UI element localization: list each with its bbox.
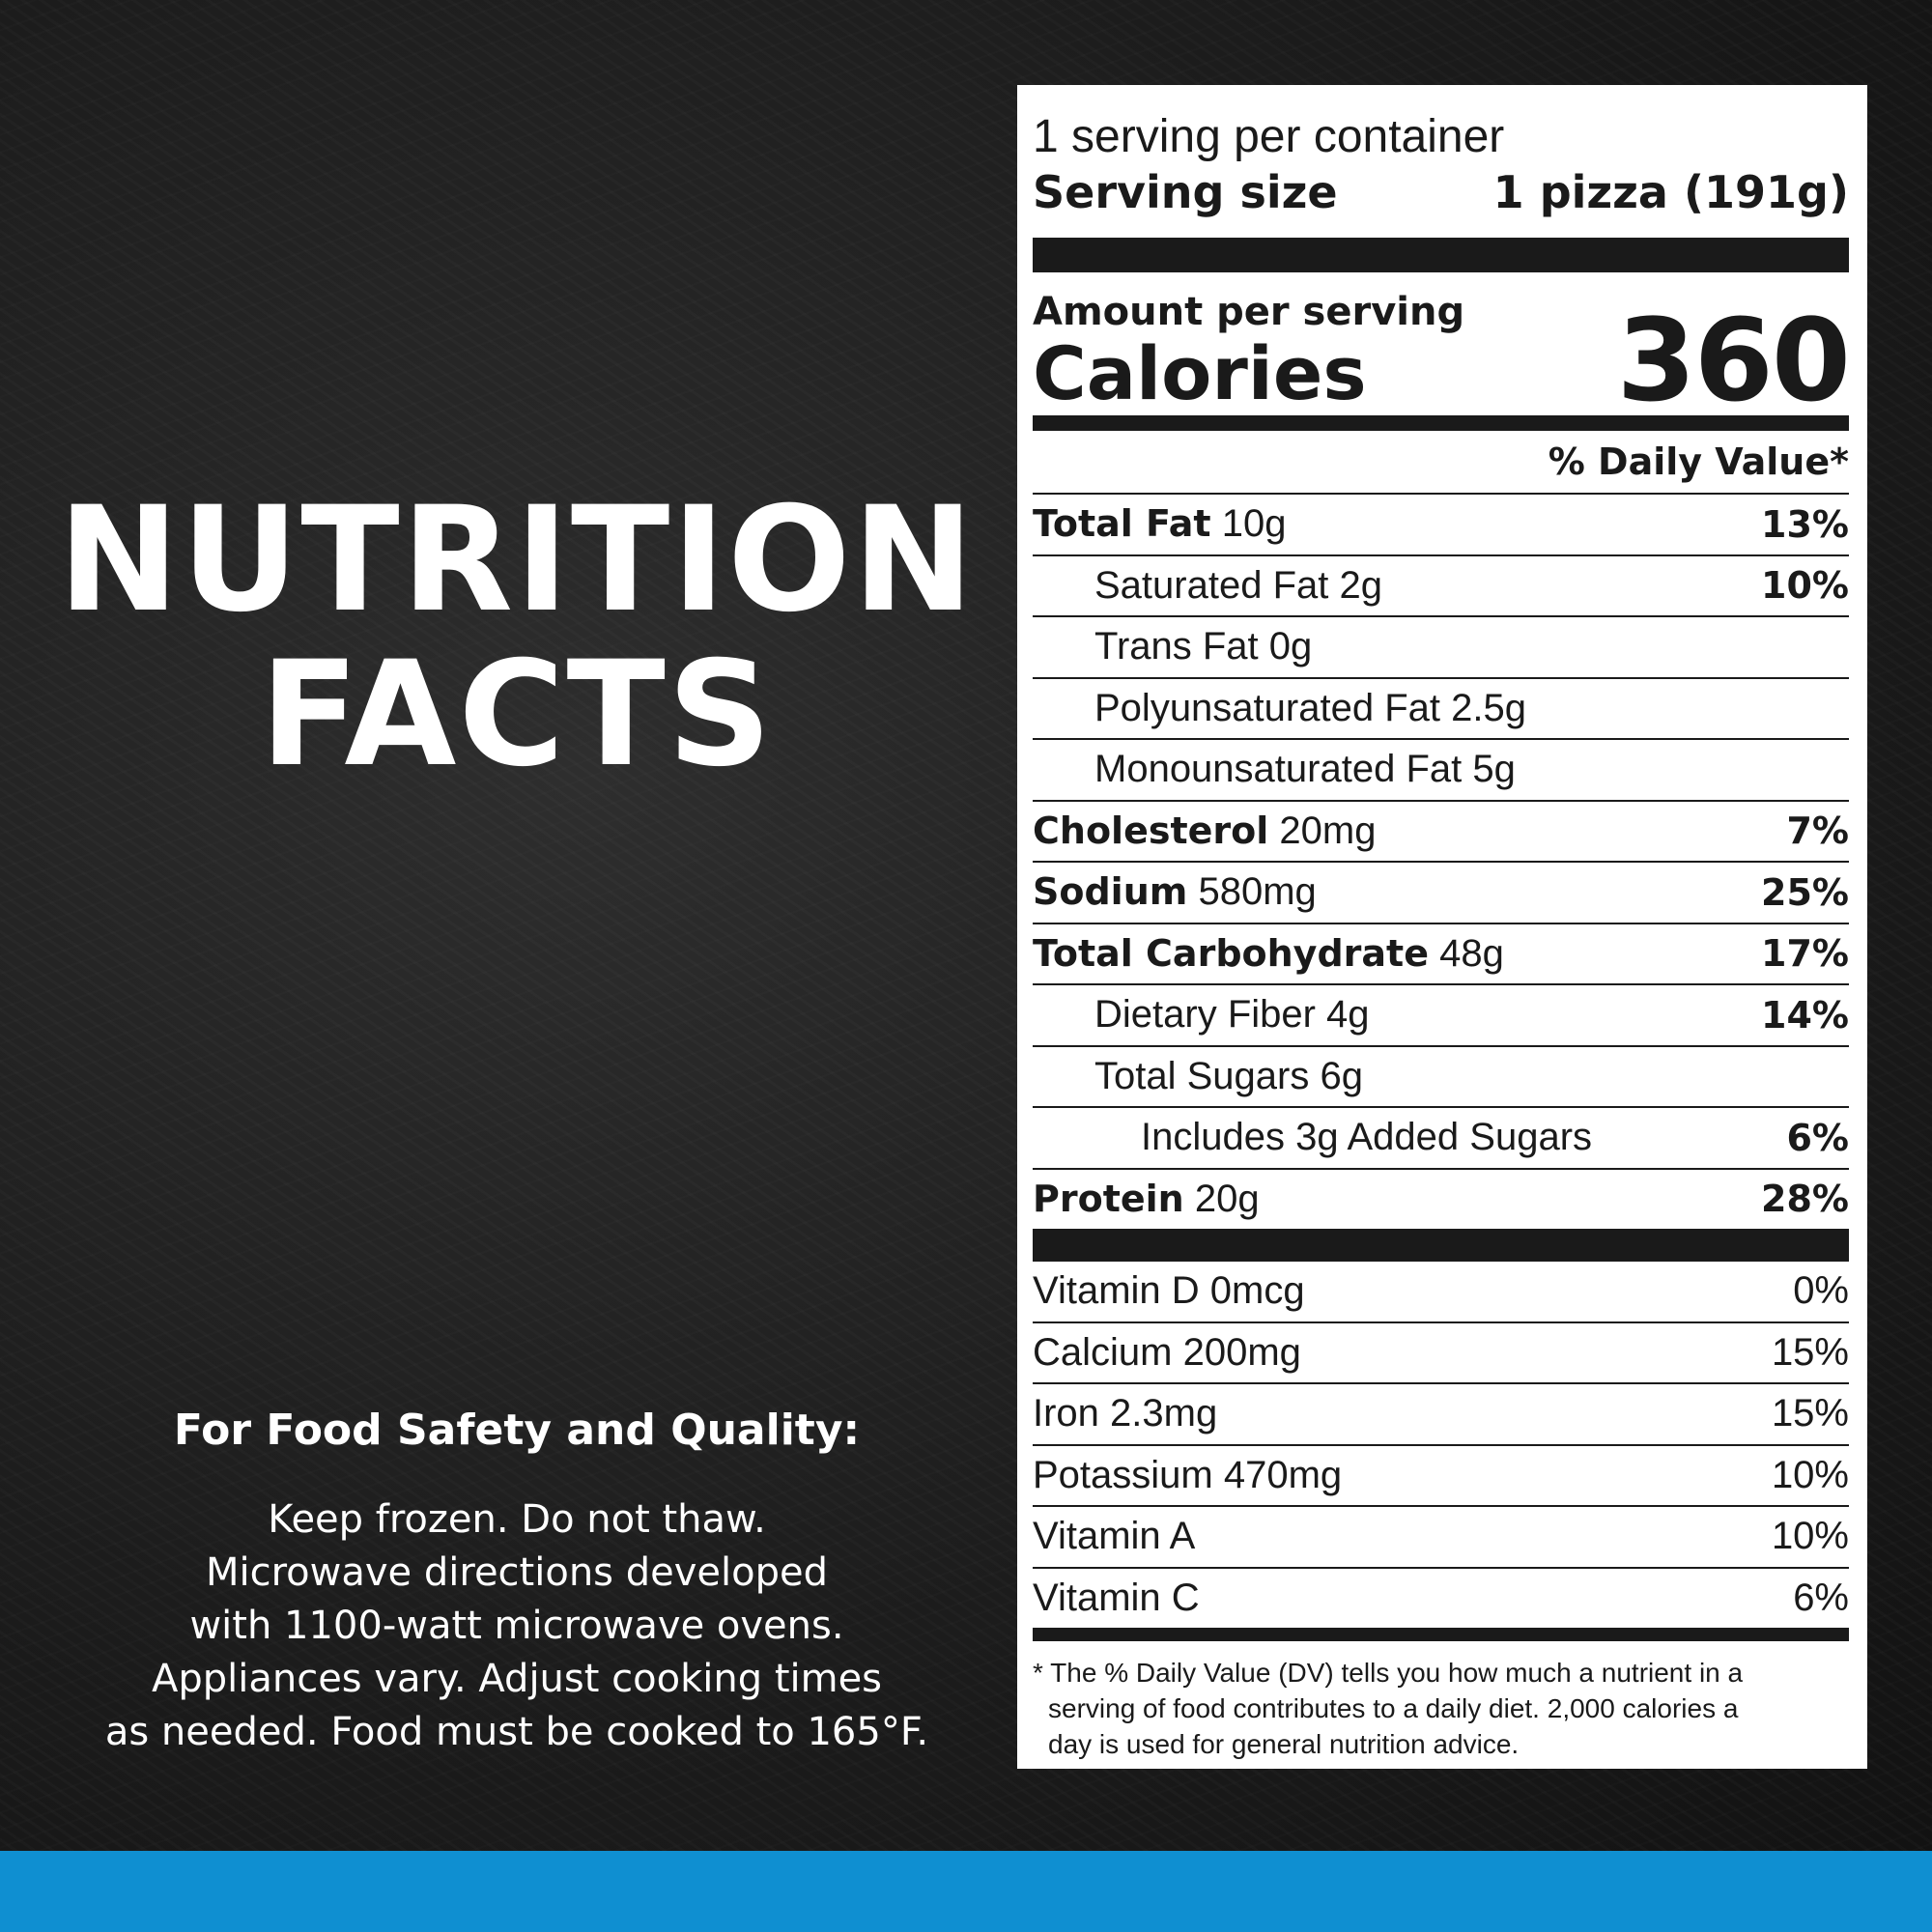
serving-size-value: 1 pizza (191g) bbox=[1492, 166, 1849, 218]
serving-size-row: Serving size 1 pizza (191g) bbox=[1033, 164, 1849, 220]
divider-thick bbox=[1033, 238, 1849, 272]
bottom-color-bar bbox=[0, 1851, 1932, 1932]
nutrient-name: Sodium bbox=[1033, 870, 1188, 914]
food-safety-line: Appliances vary. Adjust cooking times bbox=[151, 1657, 883, 1701]
nutrient-row-trans-fat: Trans Fat 0g bbox=[1033, 617, 1849, 679]
nutrient-name: Saturated Fat 2g bbox=[1094, 563, 1382, 607]
nutrient-dv: 7% bbox=[1786, 810, 1849, 853]
footnote-line: serving of food contributes to a daily d… bbox=[1048, 1693, 1739, 1723]
nutrient-amount: 10g bbox=[1210, 502, 1287, 546]
nutrient-name: Dietary Fiber 4g bbox=[1094, 993, 1370, 1037]
nutrient-name: Protein bbox=[1033, 1177, 1184, 1220]
vitamin-dv: 6% bbox=[1793, 1576, 1849, 1619]
vitamin-row-a: Vitamin A 10% bbox=[1033, 1507, 1849, 1569]
food-safety-line: with 1100-watt microwave ovens. bbox=[189, 1604, 844, 1648]
servings-per-container: 1 serving per container bbox=[1033, 111, 1505, 162]
vitamin-row-c: Vitamin C 6% bbox=[1033, 1569, 1849, 1629]
nutrient-row-added-sugars: Includes 3g Added Sugars 6% bbox=[1033, 1108, 1849, 1170]
vitamin-row-calcium: Calcium 200mg 15% bbox=[1033, 1323, 1849, 1384]
nutrient-dv: 28% bbox=[1761, 1178, 1849, 1221]
nutrient-row-total-fat: Total Fat 10g 13% bbox=[1033, 495, 1849, 556]
divider-medium bbox=[1033, 415, 1849, 431]
daily-value-header: % Daily Value* bbox=[1033, 431, 1849, 495]
nutrition-facts-label: 1 serving per container Serving size 1 p… bbox=[1017, 85, 1867, 1769]
nutrient-dv: 10% bbox=[1761, 564, 1849, 608]
vitamin-row-iron: Iron 2.3mg 15% bbox=[1033, 1384, 1849, 1446]
nutrient-dv: 17% bbox=[1761, 932, 1849, 976]
vitamin-name: Vitamin C bbox=[1033, 1576, 1200, 1619]
nutrient-dv: 13% bbox=[1761, 502, 1849, 546]
food-safety-line: Microwave directions developed bbox=[206, 1550, 828, 1595]
vitamin-name: Vitamin D 0mcg bbox=[1033, 1269, 1305, 1313]
food-safety-section: For Food Safety and Quality: Keep frozen… bbox=[58, 1406, 976, 1759]
nutrient-name: Total Carbohydrate bbox=[1033, 931, 1429, 975]
calories-value: 360 bbox=[1616, 294, 1851, 427]
vitamin-name: Calcium 200mg bbox=[1033, 1330, 1301, 1374]
food-safety-line: as needed. Food must be cooked to 165°F. bbox=[104, 1710, 929, 1754]
title-line-1: NUTRITION bbox=[58, 476, 977, 644]
nutrient-dv: 6% bbox=[1786, 1116, 1849, 1159]
vitamin-row-potassium: Potassium 470mg 10% bbox=[1033, 1446, 1849, 1507]
divider-medium bbox=[1033, 1628, 1849, 1641]
nutrient-row-saturated-fat: Saturated Fat 2g 10% bbox=[1033, 556, 1849, 617]
nutrient-row-cholesterol: Cholesterol 20mg 7% bbox=[1033, 802, 1849, 863]
calories-label: Calories bbox=[1033, 330, 1367, 416]
food-safety-heading: For Food Safety and Quality: bbox=[173, 1406, 861, 1455]
footnote-line: * The % Daily Value (DV) tells you how m… bbox=[1033, 1658, 1744, 1688]
nutrient-name: Includes 3g Added Sugars bbox=[1141, 1116, 1593, 1159]
food-safety-line: Keep frozen. Do not thaw. bbox=[268, 1497, 766, 1542]
nutrient-row-monounsaturated-fat: Monounsaturated Fat 5g bbox=[1033, 740, 1849, 802]
serving-size-label: Serving size bbox=[1033, 166, 1338, 218]
nutrient-row-protein: Protein 20g 28% bbox=[1033, 1170, 1849, 1230]
vitamin-row-d: Vitamin D 0mcg 0% bbox=[1033, 1262, 1849, 1323]
nutrient-row-dietary-fiber: Dietary Fiber 4g 14% bbox=[1033, 985, 1849, 1047]
nutrient-dv: 14% bbox=[1761, 993, 1849, 1037]
nutrient-amount: 20mg bbox=[1268, 809, 1377, 852]
page-title: NUTRITION FACTS bbox=[58, 483, 976, 792]
vitamin-dv: 15% bbox=[1771, 1392, 1849, 1435]
vitamin-name: Vitamin A bbox=[1033, 1515, 1196, 1558]
nutrient-name: Total Fat bbox=[1033, 502, 1211, 546]
nutrient-row-polyunsaturated-fat: Polyunsaturated Fat 2.5g bbox=[1033, 679, 1849, 740]
vitamin-dv: 15% bbox=[1771, 1330, 1849, 1374]
vitamin-name: Potassium 470mg bbox=[1033, 1453, 1343, 1496]
nutrient-row-sodium: Sodium 580mg 25% bbox=[1033, 863, 1849, 924]
nutrient-amount: 580mg bbox=[1187, 870, 1317, 914]
nutrient-name: Cholesterol bbox=[1033, 809, 1269, 852]
nutrient-amount: 20g bbox=[1183, 1177, 1260, 1220]
calories-block: Amount per serving Calories 360 bbox=[1033, 272, 1851, 427]
nutrient-name: Polyunsaturated Fat 2.5g bbox=[1094, 686, 1526, 729]
nutrient-amount: 48g bbox=[1428, 931, 1504, 975]
nutrient-dv: 25% bbox=[1761, 870, 1849, 914]
nutrient-name: Trans Fat 0g bbox=[1094, 625, 1313, 668]
amount-per-serving: Amount per serving bbox=[1033, 290, 1465, 334]
vitamin-dv: 10% bbox=[1771, 1453, 1849, 1496]
vitamin-dv: 0% bbox=[1793, 1269, 1849, 1313]
nutrient-name: Total Sugars 6g bbox=[1094, 1054, 1363, 1097]
nutrient-row-total-sugars: Total Sugars 6g bbox=[1033, 1047, 1849, 1108]
nutrient-row-total-carbohydrate: Total Carbohydrate 48g 17% bbox=[1033, 924, 1849, 985]
daily-value-footnote: * The % Daily Value (DV) tells you how m… bbox=[1033, 1655, 1849, 1762]
nutrient-name: Monounsaturated Fat 5g bbox=[1094, 748, 1516, 791]
title-line-2: FACTS bbox=[260, 631, 774, 799]
vitamin-name: Iron 2.3mg bbox=[1033, 1392, 1218, 1435]
divider-thick bbox=[1033, 1229, 1849, 1262]
footnote-line: day is used for general nutrition advice… bbox=[1048, 1729, 1520, 1759]
vitamin-dv: 10% bbox=[1771, 1515, 1849, 1558]
